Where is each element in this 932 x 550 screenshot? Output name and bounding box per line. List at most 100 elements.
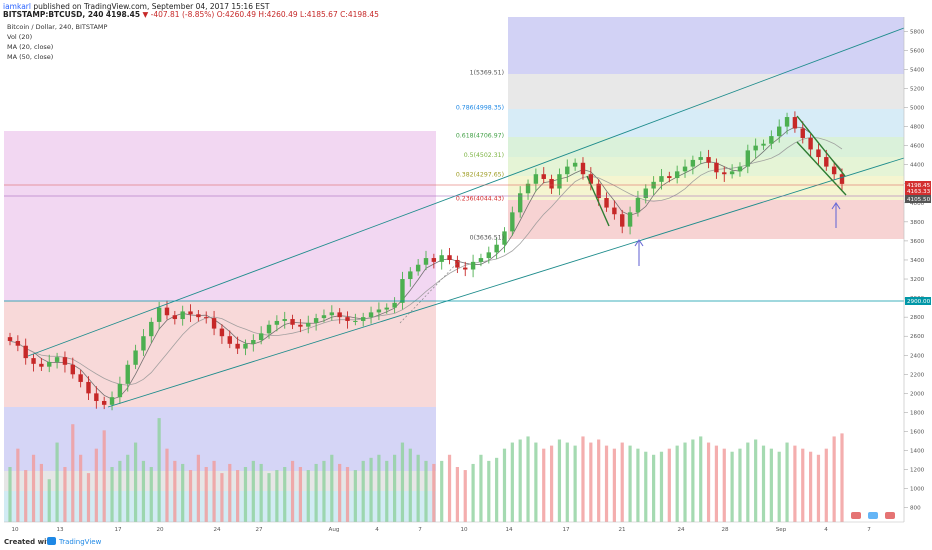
- candle-body: [698, 157, 703, 160]
- candle-body: [525, 183, 531, 194]
- volume-bar: [385, 460, 389, 522]
- candle-body: [353, 320, 358, 322]
- candle-body: [156, 307, 162, 322]
- candle-body: [109, 397, 115, 405]
- volume-bar: [157, 418, 161, 522]
- candle-body: [141, 336, 146, 351]
- volume-bar: [816, 454, 821, 522]
- candle-body: [196, 314, 201, 318]
- volume-bar: [738, 448, 742, 522]
- volume-bar: [636, 448, 640, 522]
- volume-bar: [369, 457, 373, 522]
- volume-bar: [801, 448, 805, 522]
- volume-bar: [361, 460, 365, 522]
- x-tick-label: 28: [721, 527, 729, 533]
- candle-body: [572, 162, 578, 167]
- volume-bar: [542, 448, 546, 522]
- candle-body: [392, 302, 397, 308]
- y-tick-label: 3200: [910, 277, 925, 283]
- volume-bar: [589, 442, 593, 522]
- candle-body: [745, 150, 751, 167]
- candle-body: [164, 307, 170, 316]
- blue-zone: [4, 407, 436, 471]
- volume-bar: [345, 467, 350, 522]
- price-tag-label: 2900.00: [907, 299, 931, 305]
- last-price: 4198.45: [105, 10, 141, 19]
- volume-bar: [251, 460, 255, 522]
- volume-bar: [188, 470, 193, 522]
- volume-bar: [440, 460, 444, 522]
- candle-body: [533, 174, 539, 184]
- price-tag-bg: [905, 181, 931, 189]
- candle-body: [337, 312, 342, 318]
- volume-bar: [118, 460, 122, 522]
- fib-label: 0.382(4297.65): [456, 171, 504, 178]
- candle-body: [39, 363, 44, 367]
- candle-body: [690, 159, 696, 167]
- volume-bar: [259, 463, 263, 522]
- candle-body: [94, 393, 99, 401]
- y-tick-label: 4600: [910, 144, 925, 150]
- volume-bar: [432, 463, 436, 522]
- author-link[interactable]: iamkarl: [3, 2, 31, 11]
- x-tick-label: 10: [11, 527, 19, 533]
- fib-zone-lightgreen: [508, 137, 904, 157]
- candle-body: [180, 311, 185, 320]
- candle-body: [313, 318, 319, 323]
- volume-bar: [298, 467, 303, 522]
- volume-bar: [495, 457, 499, 522]
- volume-bar: [283, 467, 287, 522]
- candle-body: [565, 166, 570, 175]
- y-tick-label: 1400: [910, 449, 925, 455]
- volume-bar: [79, 454, 83, 522]
- event-flag-icon: [868, 512, 878, 519]
- candle-body: [604, 198, 609, 208]
- x-tick-label: 27: [255, 527, 263, 533]
- candle-body: [549, 178, 554, 189]
- volume-bar: [416, 454, 420, 522]
- volume-bar: [220, 473, 224, 522]
- candle-body: [243, 343, 248, 349]
- candle-body: [172, 315, 178, 320]
- volume-bar: [141, 460, 146, 522]
- candle-body: [620, 214, 625, 227]
- candle-body: [329, 312, 335, 316]
- candle-body: [667, 176, 672, 179]
- volume-bar: [565, 442, 569, 522]
- volume-bar: [16, 448, 20, 522]
- volume-bar: [377, 454, 381, 522]
- candle-body: [149, 321, 154, 337]
- volume-bar: [204, 467, 208, 522]
- created-with-label: Created with: [4, 538, 55, 546]
- y-tick-label: 5400: [910, 67, 925, 73]
- legend-title: Bitcoin / Dollar, 240, BITSTAMP: [7, 23, 108, 31]
- volume-bar: [86, 473, 91, 522]
- candle-body: [674, 171, 680, 179]
- candle-body: [824, 157, 829, 167]
- volume-bar: [714, 445, 719, 522]
- y-tick-label: 2400: [910, 353, 925, 359]
- candle-body: [753, 145, 758, 151]
- price-tag-bg: [905, 297, 931, 305]
- fib-label: 0.236(4044.43): [456, 196, 504, 203]
- candle-body: [478, 258, 484, 262]
- x-tick-label: Aug: [329, 527, 340, 533]
- x-tick-label: 24: [677, 527, 685, 533]
- volume-bar: [102, 430, 106, 522]
- y-tick-label: 2800: [910, 315, 925, 321]
- legend-vol: Vol (20): [7, 33, 33, 41]
- volume-bar: [620, 442, 624, 522]
- candle-body: [729, 171, 735, 175]
- candle-body: [306, 322, 311, 327]
- volume-bar: [769, 448, 773, 522]
- pink-zone: [4, 131, 436, 301]
- x-tick-label: 7: [867, 527, 871, 533]
- study-legend: Bitcoin / Dollar, 240, BITSTAMP Vol (20)…: [7, 22, 107, 62]
- candle-body: [227, 336, 232, 344]
- tradingview-brand[interactable]: TradingView: [59, 538, 102, 546]
- volume-bar: [785, 442, 789, 522]
- volume-bar: [840, 433, 844, 522]
- y-tick-label: 2000: [910, 391, 925, 397]
- candle-body: [635, 198, 641, 213]
